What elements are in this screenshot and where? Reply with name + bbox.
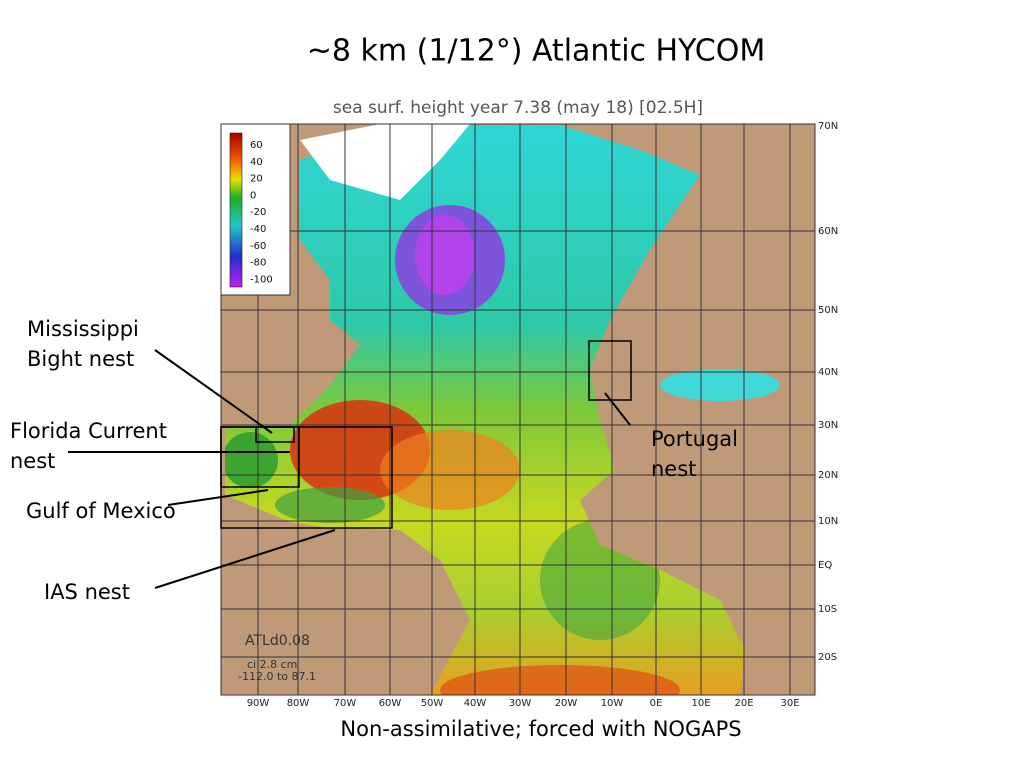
- lon-label: 30E: [780, 698, 799, 709]
- annotation: Florida Current: [10, 419, 167, 443]
- map: [221, 124, 815, 695]
- colorbar-tick-label: -80: [250, 258, 266, 269]
- lat-label: 40N: [818, 367, 838, 378]
- mediterranean: [660, 369, 780, 401]
- lat-label: 60N: [818, 226, 838, 237]
- colorbar-tick-label: 20: [250, 174, 263, 185]
- lon-label: 0E: [650, 698, 663, 709]
- lon-label: 40W: [464, 698, 487, 709]
- footer: Non-assimilative; forced with NOGAPS: [340, 717, 741, 741]
- colorbar-tick-label: -40: [250, 224, 266, 235]
- greenland: [300, 124, 470, 200]
- annotation: IAS nest: [44, 580, 130, 604]
- map-header: sea surf. height year 7.38 (may 18) [02.…: [333, 98, 703, 118]
- lon-label: 90W: [247, 698, 270, 709]
- colorbar: [229, 132, 243, 288]
- colorbar-tick-label: -20: [250, 207, 266, 218]
- lat-label: 10N: [818, 516, 838, 527]
- colorbar-tick-label: 40: [250, 157, 263, 168]
- lat-label: 20N: [818, 470, 838, 481]
- map-frame: [220, 123, 816, 696]
- annotation: nest: [651, 457, 696, 481]
- annotation: Bight nest: [27, 347, 134, 371]
- colorbar-tick-label: 0: [250, 190, 256, 201]
- map-info: ci 2.8 cm: [247, 658, 297, 671]
- colorbar-tick-label: 60: [250, 140, 263, 151]
- map-info: -112.0 to 87.1: [238, 670, 316, 683]
- lat-label: 70N: [818, 121, 838, 132]
- lon-label: 50W: [421, 698, 444, 709]
- lat-label: 50N: [818, 305, 838, 316]
- annotation: Mississippi: [27, 317, 139, 341]
- lat-label: 30N: [818, 420, 838, 431]
- lat-label: 10S: [818, 604, 837, 615]
- lon-label: 20W: [555, 698, 578, 709]
- lon-label: 30W: [509, 698, 532, 709]
- lon-label: 60W: [379, 698, 402, 709]
- colorbar-tick-label: -100: [250, 274, 273, 285]
- annotation: nest: [10, 449, 55, 473]
- lon-label: 10W: [601, 698, 624, 709]
- lat-label: EQ: [818, 560, 832, 571]
- annotation: Gulf of Mexico: [26, 499, 176, 523]
- arrows: [68, 349, 631, 589]
- annotation: Portugal: [651, 427, 738, 451]
- lon-label: 80W: [287, 698, 310, 709]
- lon-label: 70W: [334, 698, 357, 709]
- slide-title: ~8 km (1/12°) Atlantic HYCOM: [307, 34, 766, 69]
- lon-label: 20E: [734, 698, 753, 709]
- map-info: ATLd0.08: [245, 633, 310, 649]
- colorbar-tick-label: -60: [250, 241, 266, 252]
- lat-label: 20S: [818, 652, 837, 663]
- lon-label: 10E: [691, 698, 710, 709]
